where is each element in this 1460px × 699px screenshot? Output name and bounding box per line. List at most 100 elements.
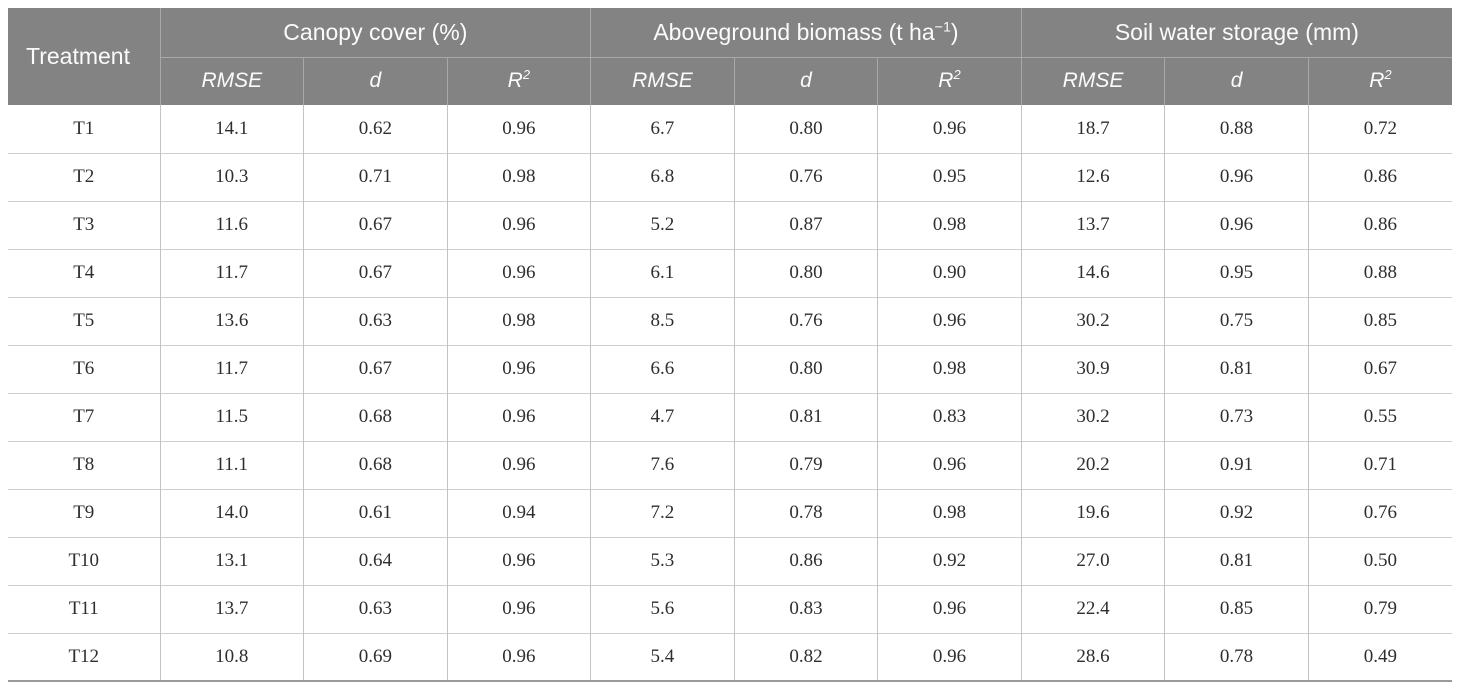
metric-header-d-group2-label: d [800, 69, 812, 93]
value-cell-t7-2: 0.96 [446, 392, 591, 441]
value-cell-t4-7: 0.95 [1164, 248, 1309, 297]
value-cell-t6-5: 0.98 [877, 344, 1022, 393]
value-cell-t7-1: 0.68 [303, 392, 448, 441]
table-row-t12: T12 10.8 0.69 0.96 5.4 0.82 0.96 28.6 0.78 0.49 [8, 632, 1452, 681]
value-cell-t4-2: 0.96 [446, 248, 591, 297]
value-cell-t8-3: 7.6 [590, 440, 735, 489]
value-cell-t5-4: 0.76 [733, 296, 878, 345]
value-cell-t9-1: 0.61 [303, 488, 448, 537]
value-cell-t5-8: 0.85 [1307, 296, 1452, 345]
value-cell-t11-2: 0.96 [446, 584, 591, 633]
metric-header-r2-group1-superscript: 2 [522, 67, 531, 83]
value-cell-t2-3: 6.8 [590, 152, 735, 201]
metric-header-d-group2: d [733, 56, 878, 105]
value-cell-t3-2: 0.96 [446, 200, 591, 249]
value-cell-t1-8: 0.72 [1307, 105, 1452, 153]
metric-header-r2-group2-label: R [938, 69, 954, 93]
group-header-3: Soil water storage (mm) [1020, 8, 1452, 57]
table-body: T1 14.1 0.62 0.96 6.7 0.80 0.96 18.7 0.88 0.72 T2 1… [8, 105, 1452, 681]
table-header: Treatment Canopy cover (%) Aboveground bi… [8, 8, 1452, 105]
value-cell-t7-4: 0.81 [733, 392, 878, 441]
value-cell-t5-5: 0.96 [877, 296, 1022, 345]
value-cell-t4-3: 6.1 [590, 248, 735, 297]
value-cell-t3-5: 0.98 [877, 200, 1022, 249]
value-cell-t5-7: 0.75 [1164, 296, 1309, 345]
group-header-row: Treatment Canopy cover (%) Aboveground bi… [8, 8, 1452, 105]
value-cell-t12-2: 0.96 [446, 632, 591, 681]
table-row-t2: T2 10.3 0.71 0.98 6.8 0.76 0.95 12.6 0.96 0.86 [8, 152, 1452, 201]
metric-header-rmse-group1: RMSE [159, 56, 304, 105]
value-cell-t2-1: 0.71 [303, 152, 448, 201]
value-cell-t1-1: 0.62 [303, 105, 448, 153]
group-header-1-label: Canopy cover (%) [283, 18, 468, 45]
value-cell-t11-6: 22.4 [1020, 584, 1165, 633]
value-cell-t10-1: 0.64 [303, 536, 448, 585]
metric-header-r2-group1-label: R [507, 69, 523, 93]
group-header-3-label: Soil water storage (mm) [1114, 18, 1359, 45]
value-cell-t3-7: 0.96 [1164, 200, 1309, 249]
metric-header-r2-group3-superscript: 2 [1384, 67, 1392, 83]
model-performance-table: Treatment Canopy cover (%) Aboveground bi… [8, 8, 1452, 682]
value-cell-t5-6: 30.2 [1020, 296, 1165, 345]
value-cell-t2-5: 0.95 [877, 152, 1022, 201]
value-cell-t12-0: 10.8 [159, 632, 304, 681]
value-cell-t5-3: 8.5 [590, 296, 735, 345]
value-cell-t6-3: 6.6 [590, 344, 735, 393]
group-header-2-superscript: −1 [934, 19, 951, 36]
value-cell-t8-6: 20.2 [1020, 440, 1165, 489]
value-cell-t10-2: 0.96 [446, 536, 591, 585]
value-cell-t2-0: 10.3 [159, 152, 304, 201]
value-cell-t7-0: 11.5 [159, 392, 304, 441]
value-cell-t5-1: 0.63 [303, 296, 448, 345]
value-cell-t10-8: 0.50 [1307, 536, 1452, 585]
metric-header-d-group1: d [303, 56, 448, 105]
treatment-cell-t3: T3 [8, 200, 161, 249]
treatment-cell-t6: T6 [8, 344, 161, 393]
value-cell-t6-4: 0.80 [733, 344, 878, 393]
value-cell-t1-7: 0.88 [1164, 105, 1309, 153]
value-cell-t3-3: 5.2 [590, 200, 735, 249]
value-cell-t2-6: 12.6 [1020, 152, 1165, 201]
value-cell-t6-2: 0.96 [446, 344, 591, 393]
value-cell-t9-0: 14.0 [159, 488, 304, 537]
value-cell-t8-8: 0.71 [1307, 440, 1452, 489]
value-cell-t4-1: 0.67 [303, 248, 448, 297]
treatment-cell-t9: T9 [8, 488, 161, 537]
metric-header-r2-group3: R2 [1307, 56, 1452, 105]
value-cell-t2-4: 0.76 [733, 152, 878, 201]
value-cell-t3-6: 13.7 [1020, 200, 1165, 249]
metric-header-r2-group2: R2 [877, 56, 1022, 105]
metric-header-r2-group3-label: R [1369, 69, 1385, 93]
value-cell-t8-4: 0.79 [733, 440, 878, 489]
value-cell-t7-8: 0.55 [1307, 392, 1452, 441]
table-row-t1: T1 14.1 0.62 0.96 6.7 0.80 0.96 18.7 0.88 0.72 [8, 105, 1452, 153]
value-cell-t6-7: 0.81 [1164, 344, 1309, 393]
value-cell-t7-5: 0.83 [877, 392, 1022, 441]
value-cell-t11-7: 0.85 [1164, 584, 1309, 633]
group-header-2-label-end: ) [950, 18, 959, 45]
metric-header-d-group1-label: d [369, 69, 382, 93]
value-cell-t8-1: 0.68 [303, 440, 448, 489]
table-row-t3: T3 11.6 0.67 0.96 5.2 0.87 0.98 13.7 0.96 0.86 [8, 200, 1452, 249]
value-cell-t5-2: 0.98 [446, 296, 591, 345]
value-cell-t3-1: 0.67 [303, 200, 448, 249]
group-header-2-label: Aboveground biomass (t ha [653, 18, 935, 45]
value-cell-t11-1: 0.63 [303, 584, 448, 633]
metric-header-d-group3: d [1164, 56, 1309, 105]
treatment-cell-t1: T1 [8, 105, 161, 153]
table-row-t7: T7 11.5 0.68 0.96 4.7 0.81 0.83 30.2 0.73 0.55 [8, 392, 1452, 441]
treatment-cell-t4: T4 [8, 248, 161, 297]
value-cell-t11-0: 13.7 [159, 584, 304, 633]
value-cell-t10-3: 5.3 [590, 536, 735, 585]
value-cell-t11-4: 0.83 [733, 584, 878, 633]
value-cell-t9-7: 0.92 [1164, 488, 1309, 537]
value-cell-t10-4: 0.86 [733, 536, 878, 585]
value-cell-t12-8: 0.49 [1307, 632, 1452, 681]
value-cell-t3-0: 11.6 [159, 200, 304, 249]
value-cell-t10-6: 27.0 [1020, 536, 1165, 585]
value-cell-t8-5: 0.96 [877, 440, 1022, 489]
value-cell-t12-5: 0.96 [877, 632, 1022, 681]
value-cell-t9-8: 0.76 [1307, 488, 1452, 537]
page: Treatment Canopy cover (%) Aboveground bi… [8, 8, 1452, 682]
value-cell-t12-4: 0.82 [733, 632, 878, 681]
